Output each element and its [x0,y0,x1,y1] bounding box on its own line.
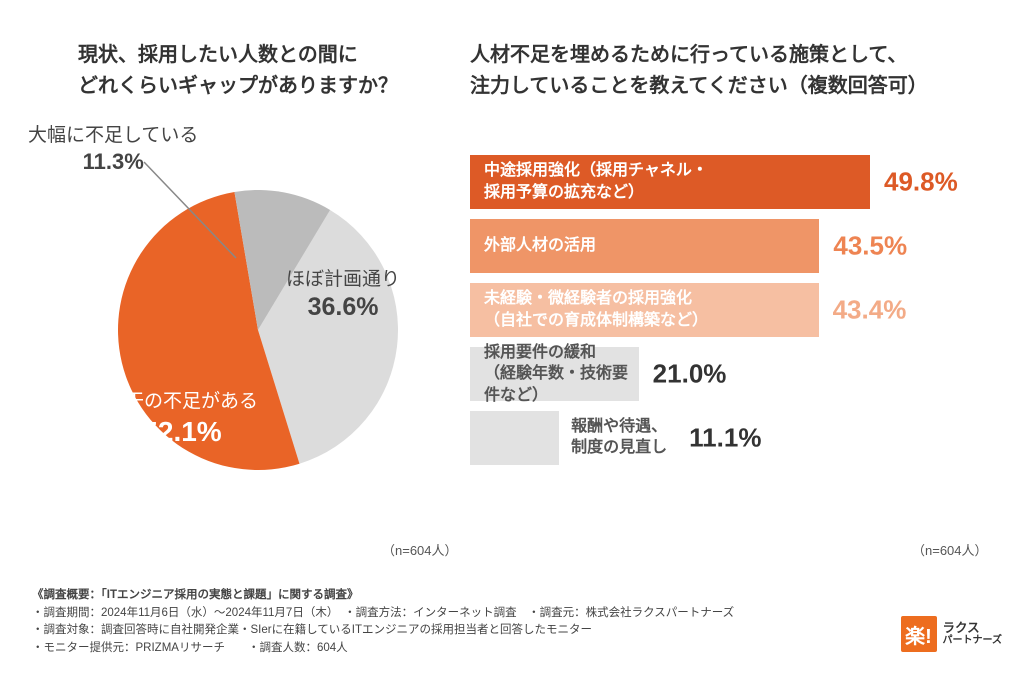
right-sample-size: （n=604人） [912,540,988,559]
left-sample-size: （n=604人） [382,540,458,559]
footer-line: ・モニター提供元：PRIZMAリサーチ ・調査人数：604人 [32,640,852,658]
left-question: 現状、採用したい人数との間に どれくらいギャップがありますか？ [0,0,460,120]
bar-label: 採用要件の緩和 （経験年数・技術要件など） [484,342,639,407]
footer-line: ・調査対象：調査回答時に自社開発企業・SIerに在籍しているITエンジニアの採用… [32,622,852,640]
infographic-root: 現状、採用したい人数との間に どれくらいギャップがありますか？ 大幅に不足してい… [0,0,1024,680]
bar-label: 中途採用強化（採用チャネル・ 採用予算の拡充など） [484,160,708,203]
brand-logo: 楽! ラクス パートナーズ [901,616,1003,652]
logo-icon: 楽! [901,616,937,652]
logo-line2: パートナーズ [943,635,1003,647]
logo-line1: ラクス [943,621,980,635]
callout-percent: 52.1% [106,414,258,449]
bar-rect: 採用要件の緩和 （経験年数・技術要件など） [470,347,639,401]
footer-title: 《調査概要：「ITエンジニア採用の実態と課題」に関する調査》 [32,587,852,605]
bar-label: 報酬や待遇、 制度の見直し [571,417,667,459]
callout-label: ほぼ計画通り [286,268,400,292]
left-column: 現状、採用したい人数との間に どれくらいギャップがありますか？ 大幅に不足してい… [0,0,460,120]
bar-row: 中途採用強化（採用チャネル・ 採用予算の拡充など） 49.8% [470,155,1015,209]
callout-label: 大幅に不足している [28,124,198,148]
bar-row: 報酬や待遇、 制度の見直し 11.1% [470,411,1015,465]
callout-label: 若干の不足がある [106,390,258,414]
bar-value: 43.4% [833,295,907,326]
bar-label: 外部人材の活用 [484,235,596,257]
bar-value: 49.8% [884,167,958,198]
callout-percent: 36.6% [286,292,400,323]
survey-footer: 《調査概要：「ITエンジニア採用の実態と課題」に関する調査》 ・調査期間：202… [32,587,852,658]
bar-value: 21.0% [653,359,727,390]
bar-chart: 中途採用強化（採用チャネル・ 採用予算の拡充など） 49.8% 外部人材の活用 43.… [470,155,1015,475]
bar-value: 43.5% [833,231,907,262]
pie-callout-on-plan: ほぼ計画通り 36.6% [286,268,400,323]
bar-label: 未経験・微経験者の採用強化 （自社での育成体制構築など） [484,288,708,331]
bar-value: 11.1% [689,423,761,454]
bar-row: 外部人材の活用 43.5% [470,219,1015,273]
footer-line: ・調査期間：2024年11月6日（水）～2024年11月7日（木） ・調査方法：… [32,605,852,623]
pie-callout-slight-shortage: 若干の不足がある 52.1% [106,390,258,449]
right-column: 人材不足を埋めるために行っている施策として、 注力していることを教えてください（… [460,0,1024,120]
right-question: 人材不足を埋めるために行っている施策として、 注力していることを教えてください（… [460,0,1024,120]
bar-row: 未経験・微経験者の採用強化 （自社での育成体制構築など） 43.4% [470,283,1015,337]
bar-rect: 外部人材の活用 [470,219,819,273]
bar-rect: 中途採用強化（採用チャネル・ 採用予算の拡充など） [470,155,870,209]
logo-text: ラクス パートナーズ [943,621,1003,647]
bar-rect [470,411,559,465]
pie-chart-area: 大幅に不足している 11.3% ほぼ計画通り 36.6% 若干の不足がある 52… [48,130,448,530]
bar-row: 採用要件の緩和 （経験年数・技術要件など） 21.0% [470,347,1015,401]
callout-percent: 11.3% [28,148,198,176]
bar-rect: 未経験・微経験者の採用強化 （自社での育成体制構築など） [470,283,819,337]
pie-callout-large-shortage: 大幅に不足している 11.3% [28,124,198,175]
